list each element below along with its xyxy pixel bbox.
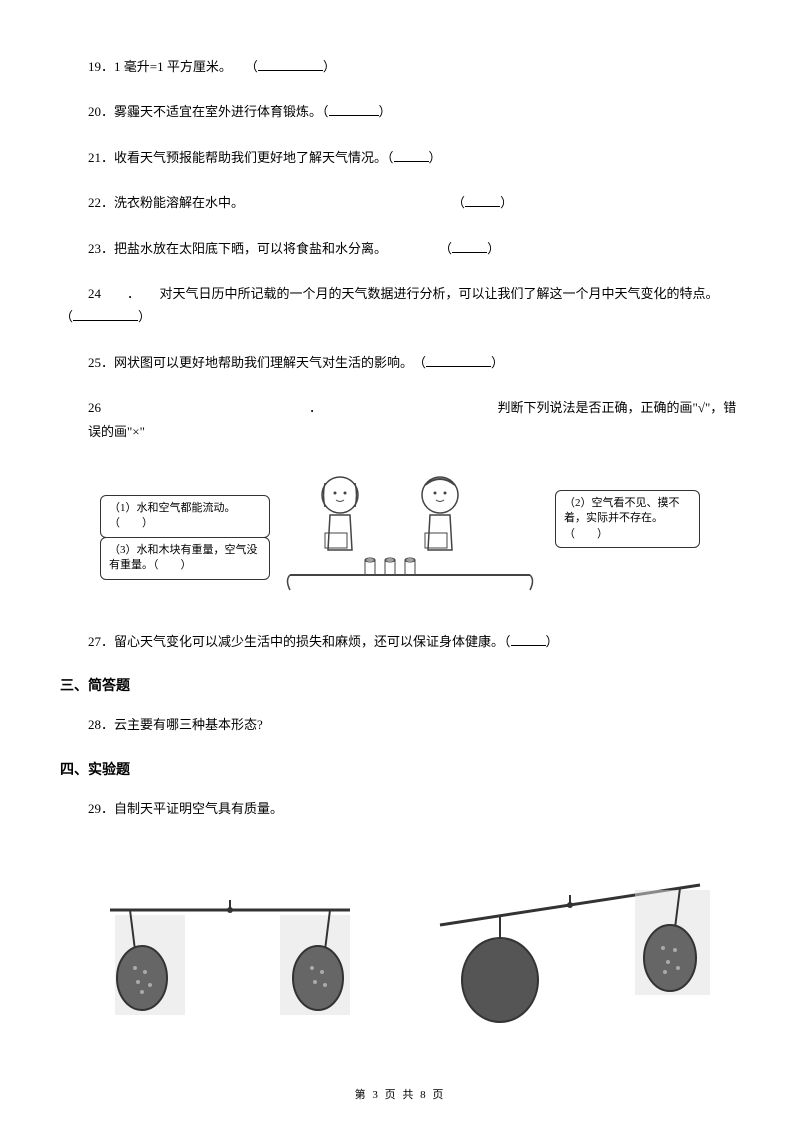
q21-blank[interactable] [394,148,429,162]
q24-paren: （ [60,309,73,324]
question-29: 29．自制天平证明空气具有质量。 [60,797,740,820]
q21-suffix: ） [429,150,442,165]
q21-num: 21． [88,150,114,165]
children-icon [280,465,540,605]
balance-diagram-icon [80,850,720,1050]
q23-blank[interactable] [452,239,487,253]
q26-text: 判断下列说法是否正确，正确的画"√"，错误的画"×" [88,400,736,438]
q26-num: 26 [88,400,101,415]
speech-bubble-3: （3）水和木块有重量，空气没有重量。（ ） [100,537,270,580]
question-28: 28．云主要有哪三种基本形态? [60,713,740,736]
q23-num: 23． [88,241,114,256]
question-24: 24 ． 对天气日历中所记载的一个月的天气数据进行分析，可以让我们了解这一个月中… [60,282,740,329]
q22-blank[interactable] [465,193,500,207]
q19-suffix: ） [323,59,336,74]
q27-text: 留心天气变化可以减少生活中的损失和麻烦，还可以保证身体健康。（ [114,634,511,649]
q27-num: 27． [88,634,114,649]
q25-suffix: ） [491,355,504,370]
q28-num: 28． [88,717,114,732]
q24-num: 24 ． [88,286,160,301]
q26-dot: ． [309,400,316,415]
q25-text: 网状图可以更好地帮助我们理解天气对生活的影响。 （ [114,355,426,370]
bubble-2-text: （2）空气看不见、摸不着，实际并不存在。（ ） [564,497,680,540]
q27-suffix: ） [546,634,559,649]
q20-num: 20． [88,104,114,119]
question-26: 26 ． 判断下列说法是否正确，正确的画"√"，错误的画"×" [60,396,740,443]
section-4-title: 四、实验题 [60,759,740,779]
q24-blank[interactable] [73,307,138,321]
q29-text: 自制天平证明空气具有质量。 [114,801,283,816]
q24-suffix: ） [138,309,151,324]
q22-suffix: ） [500,195,513,210]
page-footer: 第 3 页 共 8 页 [0,1086,800,1102]
q20-blank[interactable] [329,102,379,116]
question-27: 27．留心天气变化可以减少生活中的损失和麻烦，还可以保证身体健康。（ ） [60,630,740,653]
q20-text: 雾霾天不适宜在室外进行体育锻炼。（ [114,104,329,119]
q24-text: 对天气日历中所记载的一个月的天气数据进行分析，可以让我们了解这一个月中天气变化的… [160,286,719,301]
q29-num: 29． [88,801,114,816]
speech-bubble-2: （2）空气看不见、摸不着，实际并不存在。（ ） [555,490,700,548]
bubble-1-text: （1）水和空气都能流动。（ ） [109,502,236,529]
question-21: 21．收看天气预报能帮助我们更好地了解天气情况。（ ） [60,146,740,169]
question-23: 23．把盐水放在太阳底下晒，可以将食盐和水分离。 （） [60,237,740,260]
question-19: 19．1 毫升=1 平方厘米。 （ ） [60,55,740,78]
q20-suffix: ） [379,104,392,119]
footer-text: 第 3 页 共 8 页 [355,1089,446,1101]
q21-text: 收看天气预报能帮助我们更好地了解天气情况。（ [114,150,394,165]
bubble-3-text: （3）水和木块有重量，空气没有重量。（ ） [109,544,258,571]
section-3-title: 三、简答题 [60,675,740,695]
question-20: 20．雾霾天不适宜在室外进行体育锻炼。（ ） [60,100,740,123]
q19-blank[interactable] [258,57,323,71]
balance-illustration [80,850,720,1050]
q23-suffix: ） [487,241,500,256]
q19-num: 19． [88,59,114,74]
question-22: 22．洗衣粉能溶解在水中。 （） [60,191,740,214]
question-25: 25．网状图可以更好地帮助我们理解天气对生活的影响。 （ ） [60,351,740,374]
q22-text: 洗衣粉能溶解在水中。 [114,195,238,210]
q27-blank[interactable] [511,632,546,646]
speech-bubble-1: （1）水和空气都能流动。（ ） [100,495,270,538]
q25-num: 25． [88,355,114,370]
q22-num: 22． [88,195,114,210]
q25-blank[interactable] [426,353,491,367]
cartoon-illustration: （1）水和空气都能流动。（ ） （2）空气看不见、摸不着，实际并不存在。（ ） … [100,465,740,605]
q23-text: 把盐水放在太阳底下晒，可以将食盐和水分离。 [114,241,381,256]
q28-text: 云主要有哪三种基本形态? [114,717,263,732]
q19-text: 1 毫升=1 平方厘米。 （ [114,59,258,74]
